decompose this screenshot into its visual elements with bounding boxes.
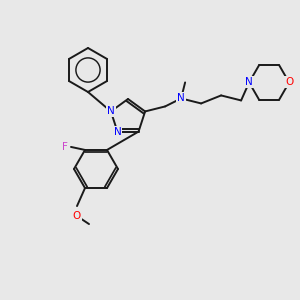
Text: O: O xyxy=(285,77,293,87)
Text: N: N xyxy=(177,93,185,103)
Text: N: N xyxy=(107,106,115,116)
Text: F: F xyxy=(62,142,68,152)
Text: O: O xyxy=(73,211,81,221)
Text: N: N xyxy=(113,127,121,136)
Text: N: N xyxy=(245,77,253,87)
